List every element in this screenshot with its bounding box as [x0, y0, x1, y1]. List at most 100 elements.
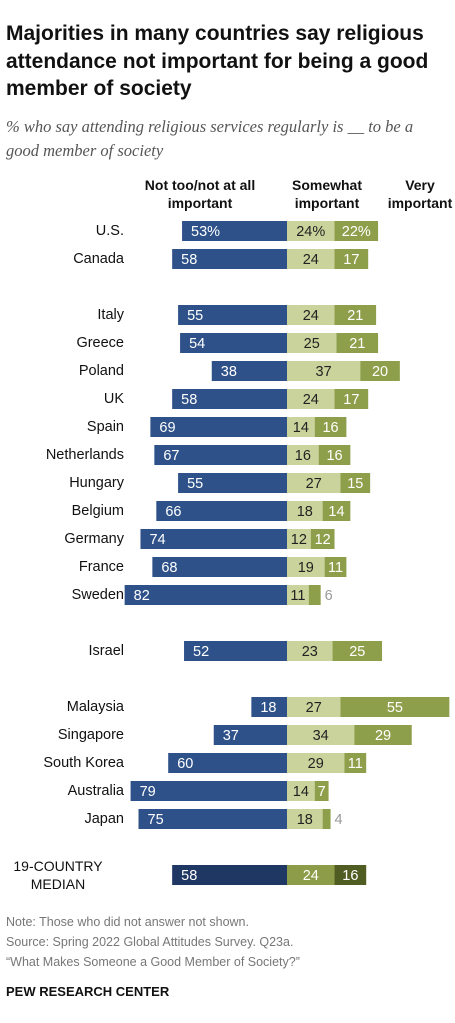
value-label: 60: [177, 756, 193, 772]
category-label: Singapore: [58, 727, 124, 743]
bar: [340, 473, 371, 493]
value-label: 75: [148, 812, 164, 828]
legend-label: Somewhat important: [291, 177, 362, 211]
value-label: 27: [306, 700, 322, 716]
value-label: 21: [347, 308, 363, 324]
bar: [334, 389, 369, 409]
title: Majorities in many countries say religio…: [6, 22, 429, 100]
category-label: Poland: [79, 363, 124, 379]
bar: [150, 417, 287, 437]
value-label: 29: [308, 756, 324, 772]
value-label: 16: [322, 420, 338, 436]
category-label: France: [79, 559, 124, 575]
bar: [287, 445, 319, 465]
bar: [172, 249, 287, 269]
category-label: Belgium: [72, 503, 124, 519]
legend-label: Not too/not at all important: [144, 177, 256, 211]
value-label: 29: [375, 728, 391, 744]
bar: [340, 697, 450, 717]
bar: [184, 641, 287, 661]
bar: [287, 641, 333, 661]
category-label: Hungary: [69, 475, 125, 491]
value-label: 24: [303, 308, 319, 324]
value-label: 69: [159, 420, 175, 436]
category-label: Sweden: [72, 587, 124, 603]
value-label: 17: [343, 252, 359, 268]
value-label: 22%: [342, 224, 371, 240]
bar: [168, 753, 287, 773]
category-label: Australia: [68, 783, 125, 799]
bar: [287, 389, 335, 409]
value-label: 19: [298, 560, 314, 576]
bar: [287, 753, 345, 773]
bar: [322, 809, 331, 829]
bar: [354, 725, 412, 745]
value-label: 58: [181, 392, 197, 408]
bar: [152, 557, 287, 577]
bar: [287, 725, 355, 745]
value-label: 24: [303, 392, 319, 408]
bar: [287, 417, 315, 437]
value-label: 15: [347, 476, 363, 492]
category-label: Malaysia: [67, 699, 125, 715]
value-label: 18: [260, 700, 276, 716]
bar: [334, 221, 379, 241]
value-label: 37: [316, 364, 332, 380]
value-label: 4: [335, 812, 343, 828]
value-label: 58: [181, 868, 197, 884]
bar: [287, 865, 335, 885]
value-label: 12: [291, 532, 307, 548]
bar: [182, 221, 287, 241]
bar: [138, 809, 287, 829]
category-label: Germany: [64, 531, 124, 547]
bar: [287, 585, 309, 605]
bar: [344, 753, 367, 773]
value-label: 17: [343, 392, 359, 408]
bar: [314, 417, 347, 437]
bar: [334, 865, 367, 885]
bar: [211, 361, 287, 381]
bar: [287, 221, 335, 241]
value-label: 18: [297, 504, 313, 520]
bar: [140, 529, 287, 549]
bar: [332, 641, 383, 661]
bar: [310, 529, 335, 549]
value-label: 18: [297, 812, 313, 828]
category-label: Japan: [84, 811, 124, 827]
bar: [287, 249, 335, 269]
value-label: 23: [302, 644, 318, 660]
value-label: 55: [187, 476, 203, 492]
value-label: 24%: [296, 224, 325, 240]
bar: [124, 585, 287, 605]
value-label: 74: [149, 532, 165, 548]
bar: [324, 557, 347, 577]
value-label: 24: [303, 868, 319, 884]
bar: [178, 305, 287, 325]
value-label: 27: [306, 476, 322, 492]
value-label: 16: [342, 868, 358, 884]
value-label: 21: [349, 336, 365, 352]
bar: [287, 557, 325, 577]
category-label: Spain: [87, 419, 124, 435]
value-label: 54: [189, 336, 205, 352]
value-label: 25: [349, 644, 365, 660]
note: “What Makes Someone a Good Member of Soc…: [6, 955, 300, 969]
category-label: Netherlands: [46, 447, 124, 463]
value-label: 6: [325, 588, 333, 604]
bar: [287, 361, 361, 381]
value-label: 14: [293, 420, 309, 436]
value-label: 68: [161, 560, 177, 576]
value-label: 14: [328, 504, 344, 520]
bar: [287, 473, 341, 493]
value-label: 53%: [191, 224, 220, 240]
category-label: U.S.: [96, 223, 124, 239]
bar: [178, 473, 287, 493]
note: Note: Those who did not answer not shown…: [6, 915, 249, 929]
bar: [287, 501, 323, 521]
bar: [172, 389, 287, 409]
bar: [156, 501, 287, 521]
category-label: Greece: [76, 335, 124, 351]
bar: [213, 725, 287, 745]
category-label: Canada: [73, 251, 125, 267]
